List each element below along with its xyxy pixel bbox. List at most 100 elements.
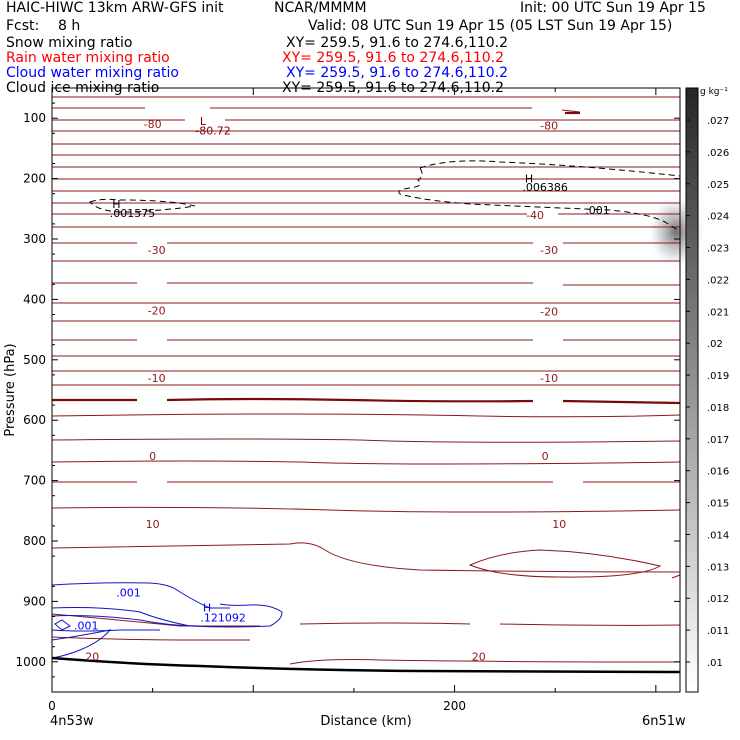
colorbar-tick-label: .022 [707,275,729,286]
colorbar-swatch [686,490,698,502]
temp-contour-label: -30 [540,244,558,257]
temp-contour [671,574,681,579]
colorbar-tick-label: .021 [707,307,729,318]
colorbar-tick-label: .025 [707,180,729,191]
field-snow-xy: XY= 259.5, 91.6 to 274.6,110.2 [286,35,509,51]
colorbar-frame [685,87,699,693]
colorbar-tick-label: .023 [707,244,729,255]
temp-contour-label: -10 [148,372,166,385]
y-tick-label: 400 [23,292,46,306]
temp-contour-label: 10 [146,518,160,531]
field-rain-name: Rain water mixing ratio [6,50,170,66]
x-axis: 0 200 [48,88,657,713]
colorbar-swatch [686,329,698,341]
colorbar-tick-label: .018 [707,403,729,414]
fcst-label: Fcst: [6,18,40,34]
x-tick-label: 200 [443,699,466,713]
colorbar-tick-label: .024 [707,212,729,223]
colorbar-swatch [686,228,698,240]
colorbar-swatch [686,98,698,109]
field-rain-xy: XY= 259.5, 91.6 to 274.6,110.2 [282,50,505,66]
plot-frame [51,87,681,693]
colorbar-swatch [686,369,698,381]
temp-contour [51,413,681,418]
colorbar-swatch [686,410,698,421]
contour-annotation: H [112,198,120,211]
cloud-water-contour [51,582,230,609]
colorbar-swatch [686,530,698,542]
snow-contour-right [398,160,681,233]
contour-annotation: .001 [585,204,610,217]
thick-temperature-contours [52,111,681,405]
colorbar-swatch [686,541,698,552]
temp-contour-label: -20 [148,304,166,317]
valid-time: Valid: 08 UTC Sun 19 Apr 15 (05 LST Sun … [308,18,673,34]
colorbar-swatch [686,319,698,331]
colorbar-swatch [686,239,698,250]
cloud-water-contour [51,629,160,632]
temp-contour [51,438,681,443]
cloud-water-contour [51,603,283,628]
cloud-water-contour [51,615,201,627]
contour-labels: -80 -80 -40 -30 -30 -20 -20 -10 -10 0 0 10 10 20 20 L-8… [74,115,610,663]
colorbar-swatch [686,581,698,592]
temp-contour [51,636,250,641]
colorbar-tick-label: .012 [707,594,729,605]
colorbar-swatch [686,339,698,351]
colorbar-tick-label: .019 [707,371,729,382]
colorbar-swatch [686,510,698,522]
colorbar-swatch [686,188,698,200]
temp-contour-label: -10 [540,372,558,385]
colorbar-swatch [686,651,698,663]
temp-contour-label: -40 [526,209,544,222]
org-label: NCAR/MMMM [274,0,367,16]
temp-contour [51,542,681,573]
colorbar-swatch [686,641,698,653]
field-cloudwater-xy: XY= 259.5, 91.6 to 274.6,110.2 [286,65,509,81]
field-cloudwater-name: Cloud water mixing ratio [6,65,179,81]
y-tick-label: 300 [23,232,46,246]
colorbar-tick-label: .016 [707,467,729,478]
colorbar-swatch [686,430,698,441]
colorbar-swatch [686,601,698,613]
cloud-water-contour [51,629,112,659]
colorbar-swatch [686,289,698,300]
colorbar-swatch [686,249,698,260]
colorbar-swatch [686,400,698,411]
colorbar-swatch [686,148,698,160]
temperature-contours [51,96,681,665]
colorbar-swatch [686,450,698,462]
y-tick-label: 500 [23,353,46,367]
colorbar-swatch [686,259,698,270]
colorbar-swatch [686,621,698,633]
y-tick-label: 900 [23,594,46,608]
contour-annotation: .001575 [110,207,156,220]
colorbar-swatch [686,269,698,280]
endpoint-left: 4n53w [50,714,94,729]
field-snow-name: Snow mixing ratio [6,35,133,51]
temp-contour-label: 0 [542,450,549,463]
colorbar-swatch [686,178,698,190]
contour-annotation: .121092 [200,612,246,625]
temp-contour [51,460,681,465]
colorbar-tick-label: .015 [707,499,729,510]
colorbar-swatch [686,470,698,482]
contour-annotation: .006386 [522,181,568,194]
contour-annotation: L [200,115,207,128]
colorbar-swatch [686,460,698,472]
colorbar-swatch [686,88,698,99]
temp-contour [51,613,681,627]
endpoint-right: 6n51w [642,714,686,729]
colorbar-swatch [686,440,698,451]
y-axis-title: Pressure (hPa) [3,343,18,436]
colorbar-swatch [686,299,698,311]
temp-contour-label: -80 [144,118,162,131]
colorbar-swatch [686,218,698,230]
x-axis-title: Distance (km) [320,714,411,729]
y-tick-label: 700 [23,474,46,488]
temp-contour [468,549,662,578]
temp-contour [51,506,681,513]
colorbar: .027 .026 .025 .024 .023 .022 .021 .02 .019 .018.… [685,87,729,693]
colorbar-swatch [686,591,698,602]
